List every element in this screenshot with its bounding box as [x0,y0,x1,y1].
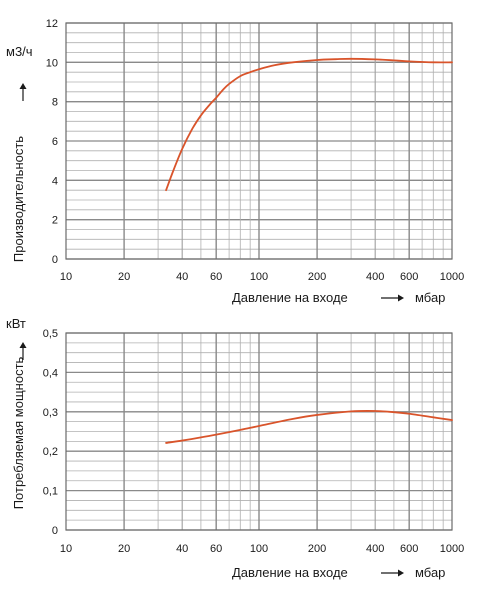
grid [65,332,453,531]
y-axis-label: Потребляемая мощность [11,356,26,509]
y-tick-label: 6 [52,136,58,148]
y-tick-label: 0 [52,254,58,266]
y-tick-label: 0,4 [43,367,58,379]
x-tick-label: 200 [308,543,326,555]
y-tick-label: 2 [52,215,58,227]
x-tick-label: 600 [400,543,418,555]
x-tick-label: 400 [366,271,384,283]
y-axis-label: Производительность [11,136,26,262]
y-tick-label: 10 [46,57,58,69]
x-tick-label: 40 [176,543,188,555]
plot-frame [65,332,453,531]
x-axis-arrow-head [398,294,404,302]
x-axis-unit: мбар [415,290,445,305]
x-axis-unit: мбар [415,565,445,580]
y-tick-label: 0 [52,525,58,537]
x-tick-label: 60 [210,271,222,283]
x-axis-arrow-head [398,569,404,577]
x-tick-label: 20 [118,543,130,555]
x-axis-label: Давление на входе [232,290,348,305]
x-tick-label: 10 [60,543,72,555]
y-axis-arrow-head [19,83,27,89]
series-line [165,57,453,192]
series-line [165,410,453,444]
x-tick-label: 40 [176,271,188,283]
x-tick-label: 400 [366,543,384,555]
y-tick-label: 0,1 [43,486,58,498]
grid [65,22,453,260]
y-axis-unit: м3/ч [6,44,33,59]
plot-frame [65,22,453,260]
y-tick-label: 4 [52,175,58,187]
y-tick-label: 0,3 [43,407,58,419]
chart-2: 0 0,1 0,2 0,3 0,4 0,5 10 20 40 60 100 200 400 600 1000… [6,316,464,580]
x-axis-label: Давление на входе [232,565,348,580]
y-axis-arrow-head [19,342,27,348]
x-tick-label: 1000 [440,543,464,555]
y-tick-label: 8 [52,97,58,109]
x-tick-label: 600 [400,271,418,283]
x-tick-label: 20 [118,271,130,283]
chart-1: 0 2 4 6 8 10 12 10 20 40 60 100 200 400 600 1000 Давлени… [6,18,464,305]
x-tick-label: 100 [250,271,268,283]
y-axis-unit: кВт [6,316,26,331]
y-tick-label: 0,2 [43,446,58,458]
y-tick-label: 0,5 [43,328,58,340]
y-tick-label: 12 [46,18,58,30]
x-tick-label: 10 [60,271,72,283]
x-tick-label: 100 [250,543,268,555]
x-tick-label: 60 [210,543,222,555]
x-tick-label: 200 [308,271,326,283]
x-tick-label: 1000 [440,271,464,283]
